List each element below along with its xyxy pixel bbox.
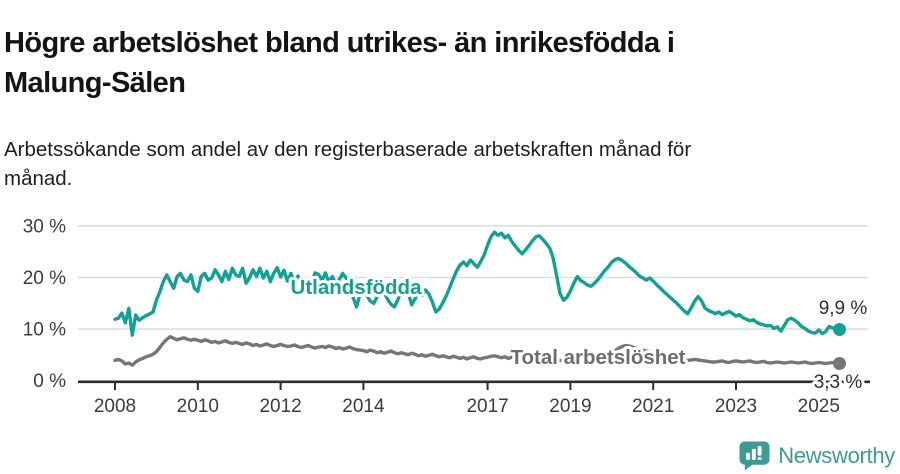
y-tick-label: 0 % bbox=[33, 371, 66, 392]
x-tick-label: 2021 bbox=[632, 396, 674, 417]
bar-small bbox=[746, 452, 751, 460]
x-tick-label: 2025 bbox=[798, 396, 840, 417]
end-dot-series-1 bbox=[833, 357, 846, 371]
end-value-label-1: 3,3 % bbox=[814, 372, 863, 393]
line-series-0 bbox=[113, 230, 842, 337]
end-dot-series-0 bbox=[833, 323, 846, 337]
x-tick-label: 2023 bbox=[715, 396, 757, 417]
x-tick-label: 2019 bbox=[549, 396, 591, 417]
bar-tall bbox=[752, 448, 756, 460]
subtitle-line-2: månad. bbox=[4, 166, 73, 190]
y-tick-label: 30 % bbox=[23, 217, 66, 238]
series-label-0: Utlandsfödda bbox=[291, 276, 423, 299]
y-tick-label: 10 % bbox=[23, 320, 66, 341]
x-tick-label: 2014 bbox=[342, 396, 385, 417]
newsworthy-bubble-chart-icon bbox=[739, 441, 770, 471]
title-line-1: Högre arbetslöshet bland utrikes- än inr… bbox=[4, 27, 675, 60]
x-tick-label: 2008 bbox=[94, 396, 136, 417]
chart-subtitle: Arbetssökande som andel av den registerb… bbox=[4, 135, 834, 193]
series-label-1: Total arbetslöshet bbox=[510, 346, 685, 369]
newsworthy-logo[interactable]: Newsworthy bbox=[738, 440, 895, 471]
x-tick-label: 2012 bbox=[259, 396, 301, 417]
title-line-2: Malung-Sälen bbox=[4, 67, 186, 100]
x-tick-label: 2017 bbox=[466, 396, 508, 417]
line-series-1 bbox=[113, 335, 842, 367]
page-title: Högre arbetslöshet bland utrikes- än inr… bbox=[4, 23, 864, 103]
y-tick-label: 20 % bbox=[23, 268, 66, 289]
end-value-label-0: 9,9 % bbox=[819, 298, 868, 319]
subtitle-line-1: Arbetssökande som andel av den registerb… bbox=[4, 137, 692, 161]
exclamation-dot bbox=[757, 457, 762, 461]
x-tick-label: 2010 bbox=[177, 396, 219, 417]
exclamation-bar bbox=[757, 446, 762, 456]
brand-name: Newsworthy bbox=[778, 442, 895, 468]
